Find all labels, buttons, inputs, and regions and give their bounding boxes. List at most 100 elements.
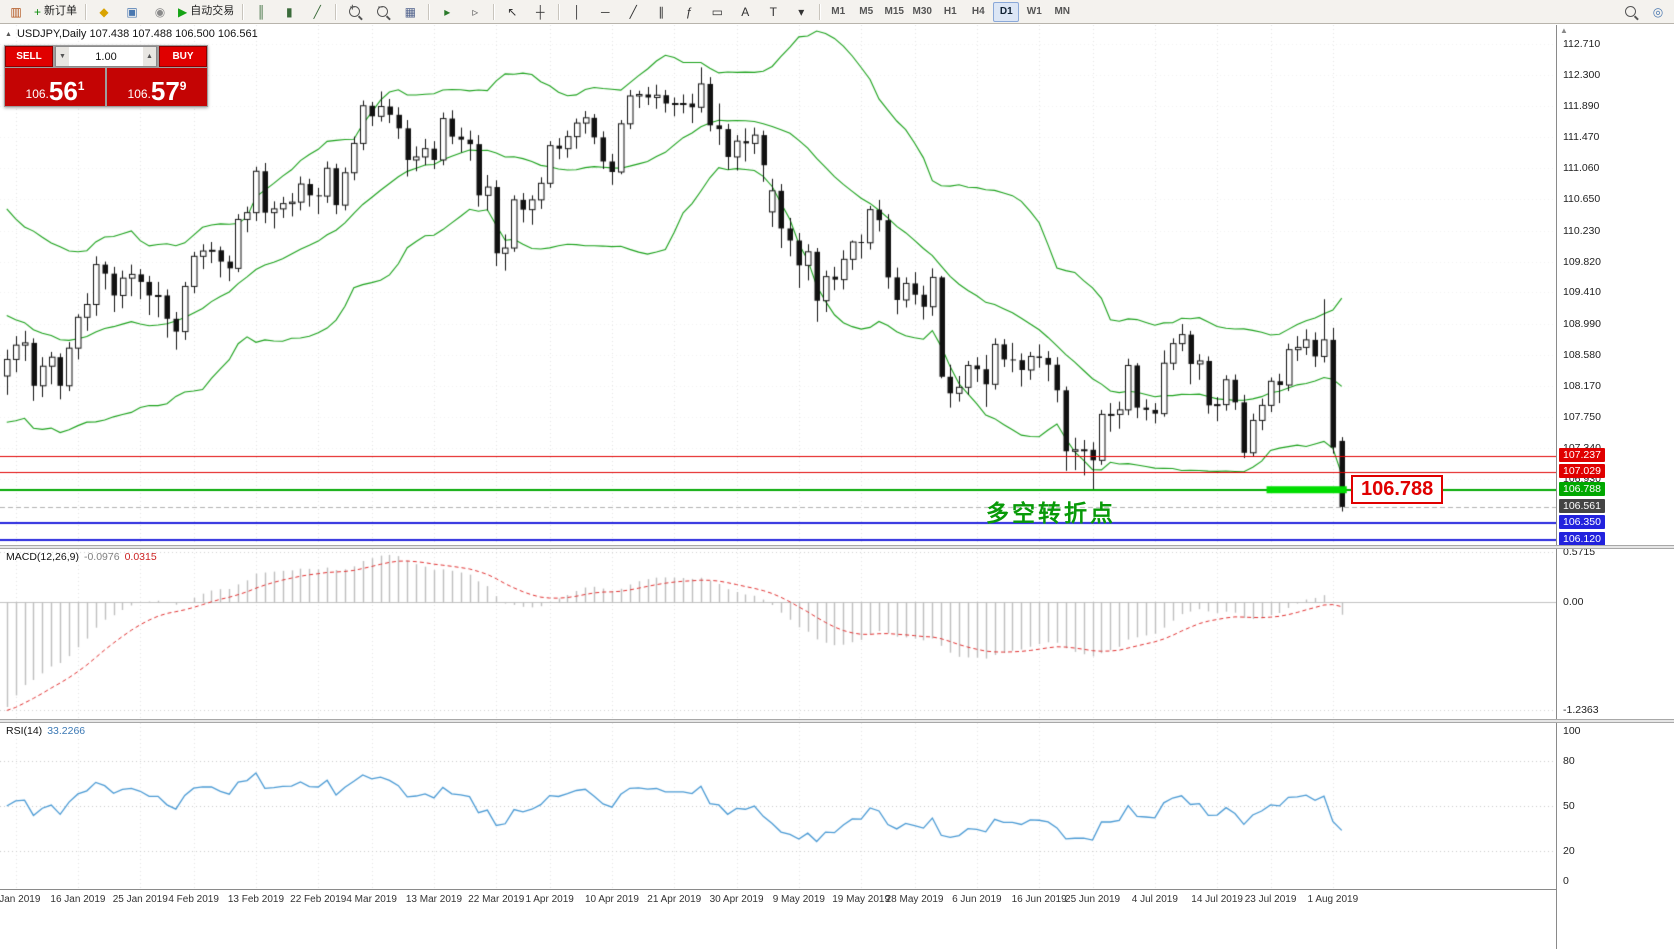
rsi-tick-label: 0 — [1563, 875, 1569, 887]
price-tick-label: 108.170 — [1563, 379, 1601, 392]
line-chart-icon[interactable]: ╱ — [304, 1, 330, 23]
bid-price-button[interactable]: 106. 56 1 — [5, 68, 105, 106]
autotrading-button[interactable]: ▶ 自动交易 — [175, 1, 237, 23]
pane-separator[interactable] — [0, 719, 1674, 723]
macd-canvas[interactable] — [0, 549, 1556, 719]
alerts-icon[interactable]: ◉ — [147, 1, 173, 23]
tile-windows-icon[interactable]: ▦ — [397, 1, 423, 23]
price-tick-label: 107.750 — [1563, 411, 1601, 424]
price-tick-label: 110.650 — [1563, 193, 1601, 206]
price-tick-label: 112.300 — [1563, 68, 1601, 81]
vertical-line-icon: │ — [573, 4, 582, 19]
zoom-in-icon: + — [348, 3, 360, 17]
timeframe-m1[interactable]: M1 — [831, 6, 846, 17]
vertical-line-icon[interactable]: │ — [564, 1, 590, 23]
bid-pips: 56 — [48, 75, 78, 106]
chart-annotation-text[interactable]: 多空转折点 — [986, 500, 1116, 526]
trendline-icon[interactable]: ╱ — [620, 1, 646, 23]
arrows-dropdown[interactable]: ▾ — [788, 1, 814, 23]
price-badge: 107.237 — [1559, 448, 1605, 463]
date-label: 16 Jun 2019 — [1011, 894, 1067, 905]
timeframe-m5[interactable]: M5 — [859, 6, 874, 17]
macd-name: MACD(12,26,9) — [6, 551, 79, 563]
metaeditor-icon[interactable]: ◆ — [91, 1, 117, 23]
bid-integer: 106. — [25, 87, 49, 101]
date-label: 1 Apr 2019 — [525, 894, 574, 905]
shapes-icon[interactable]: ▭ — [704, 1, 730, 23]
price-canvas[interactable] — [0, 25, 1556, 545]
rsi-tick-label: 50 — [1563, 800, 1575, 812]
price-tick-label: 109.820 — [1563, 255, 1601, 268]
toolbar-separator — [242, 3, 244, 20]
volume-stepper: ▼ 1.00 ▲ — [55, 46, 157, 67]
fibonacci-icon[interactable]: ƒ — [676, 1, 702, 23]
zoom-out-button[interactable]: − — [369, 1, 395, 23]
date-label: 9 May 2019 — [772, 894, 825, 905]
search-icon — [1624, 6, 1636, 17]
timeframe-h4[interactable]: H4 — [971, 6, 985, 17]
search-button[interactable] — [1617, 1, 1643, 23]
terminal-icon[interactable]: ▣ — [119, 1, 145, 23]
bar-chart-icon[interactable]: ║ — [248, 1, 274, 23]
label-icon[interactable]: T — [760, 1, 786, 23]
ask-pips: 57 — [150, 75, 180, 106]
price-badge: 106.120 — [1559, 532, 1605, 547]
community-button[interactable]: ◎ — [1645, 1, 1671, 23]
fibonacci-icon: ƒ — [685, 4, 693, 19]
community-icon: ◎ — [1652, 4, 1664, 19]
price-tick-label: 111.470 — [1563, 131, 1600, 144]
rsi-tick-label: 80 — [1563, 754, 1575, 767]
price-level-flag[interactable]: 106.788 — [1351, 475, 1444, 504]
chart-shift-icon[interactable]: ▹ — [462, 1, 488, 23]
volume-down-icon[interactable]: ▼ — [56, 47, 69, 66]
date-label: 13 Mar 2019 — [405, 894, 463, 905]
timeframe-d1[interactable]: D1 — [993, 1, 1020, 22]
channel-icon[interactable]: ∥ — [648, 1, 674, 23]
chart-window-icon[interactable]: ▥ — [3, 1, 29, 23]
cursor-icon: ↖ — [507, 4, 518, 19]
rsi-pane: RSI(14) 33.2266 — [0, 723, 1556, 889]
chart-window-icon: ▥ — [10, 4, 22, 19]
horizontal-line-icon[interactable]: ─ — [592, 1, 618, 23]
shapes-icon: ▭ — [711, 4, 723, 19]
timeframe-w1[interactable]: W1 — [1026, 6, 1042, 17]
one-click-trading-widget: SELL ▼ 1.00 ▲ BUY 106. 56 1 106. 57 9 — [4, 45, 208, 107]
date-label: 25 Jan 2019 — [112, 894, 168, 905]
pane-separator[interactable] — [0, 545, 1674, 549]
volume-up-icon[interactable]: ▲ — [143, 47, 156, 66]
date-label: 19 May 2019 — [832, 894, 891, 905]
volume-value[interactable]: 1.00 — [95, 50, 117, 63]
sell-button[interactable]: SELL — [5, 46, 53, 67]
scroll-up-icon[interactable]: ▲ — [1560, 26, 1568, 35]
timeframe-mn[interactable]: MN — [1054, 6, 1071, 17]
trendline-icon: ╱ — [629, 4, 637, 19]
timeframe-m30[interactable]: M30 — [912, 6, 932, 17]
zoom-in-button[interactable]: + — [341, 1, 367, 23]
price-badge: 106.788 — [1559, 481, 1605, 496]
rsi-canvas[interactable] — [0, 723, 1556, 889]
buy-button[interactable]: BUY — [159, 46, 207, 67]
macd-pane: MACD(12,26,9) -0.0976 0.0315 — [0, 549, 1556, 719]
date-label: 10 Apr 2019 — [584, 894, 639, 905]
timeframe-h1[interactable]: H1 — [943, 6, 957, 17]
ask-price-button[interactable]: 106. 57 9 — [107, 68, 207, 106]
new-order-button[interactable]: + 新订单 — [31, 1, 80, 23]
candlestick-chart-icon[interactable]: ▮ — [276, 1, 302, 23]
chart-shift-icon: ▹ — [472, 4, 479, 19]
price-tick-label: 108.580 — [1563, 348, 1601, 361]
timeframe-m15[interactable]: M15 — [884, 6, 904, 17]
date-label: 4 Mar 2019 — [346, 894, 397, 905]
cursor-icon[interactable]: ↖ — [499, 1, 525, 23]
line-chart-icon: ╱ — [313, 4, 321, 19]
autoscroll-icon[interactable]: ▸ — [434, 1, 460, 23]
price-badge: 106.561 — [1559, 498, 1605, 513]
crosshair-icon[interactable]: ┼ — [527, 1, 553, 23]
collapse-arrow-icon[interactable]: ▲ — [5, 30, 12, 38]
date-label: 16 Jan 2019 — [50, 894, 106, 905]
symbol-ohlc-info: USDJPY,Daily 107.438 107.488 106.500 106… — [16, 28, 258, 40]
text-icon[interactable]: A — [732, 1, 758, 23]
price-tick-label: 109.410 — [1563, 286, 1601, 299]
candlestick-chart-icon: ▮ — [285, 4, 293, 19]
rsi-tick-label: 20 — [1563, 845, 1575, 857]
